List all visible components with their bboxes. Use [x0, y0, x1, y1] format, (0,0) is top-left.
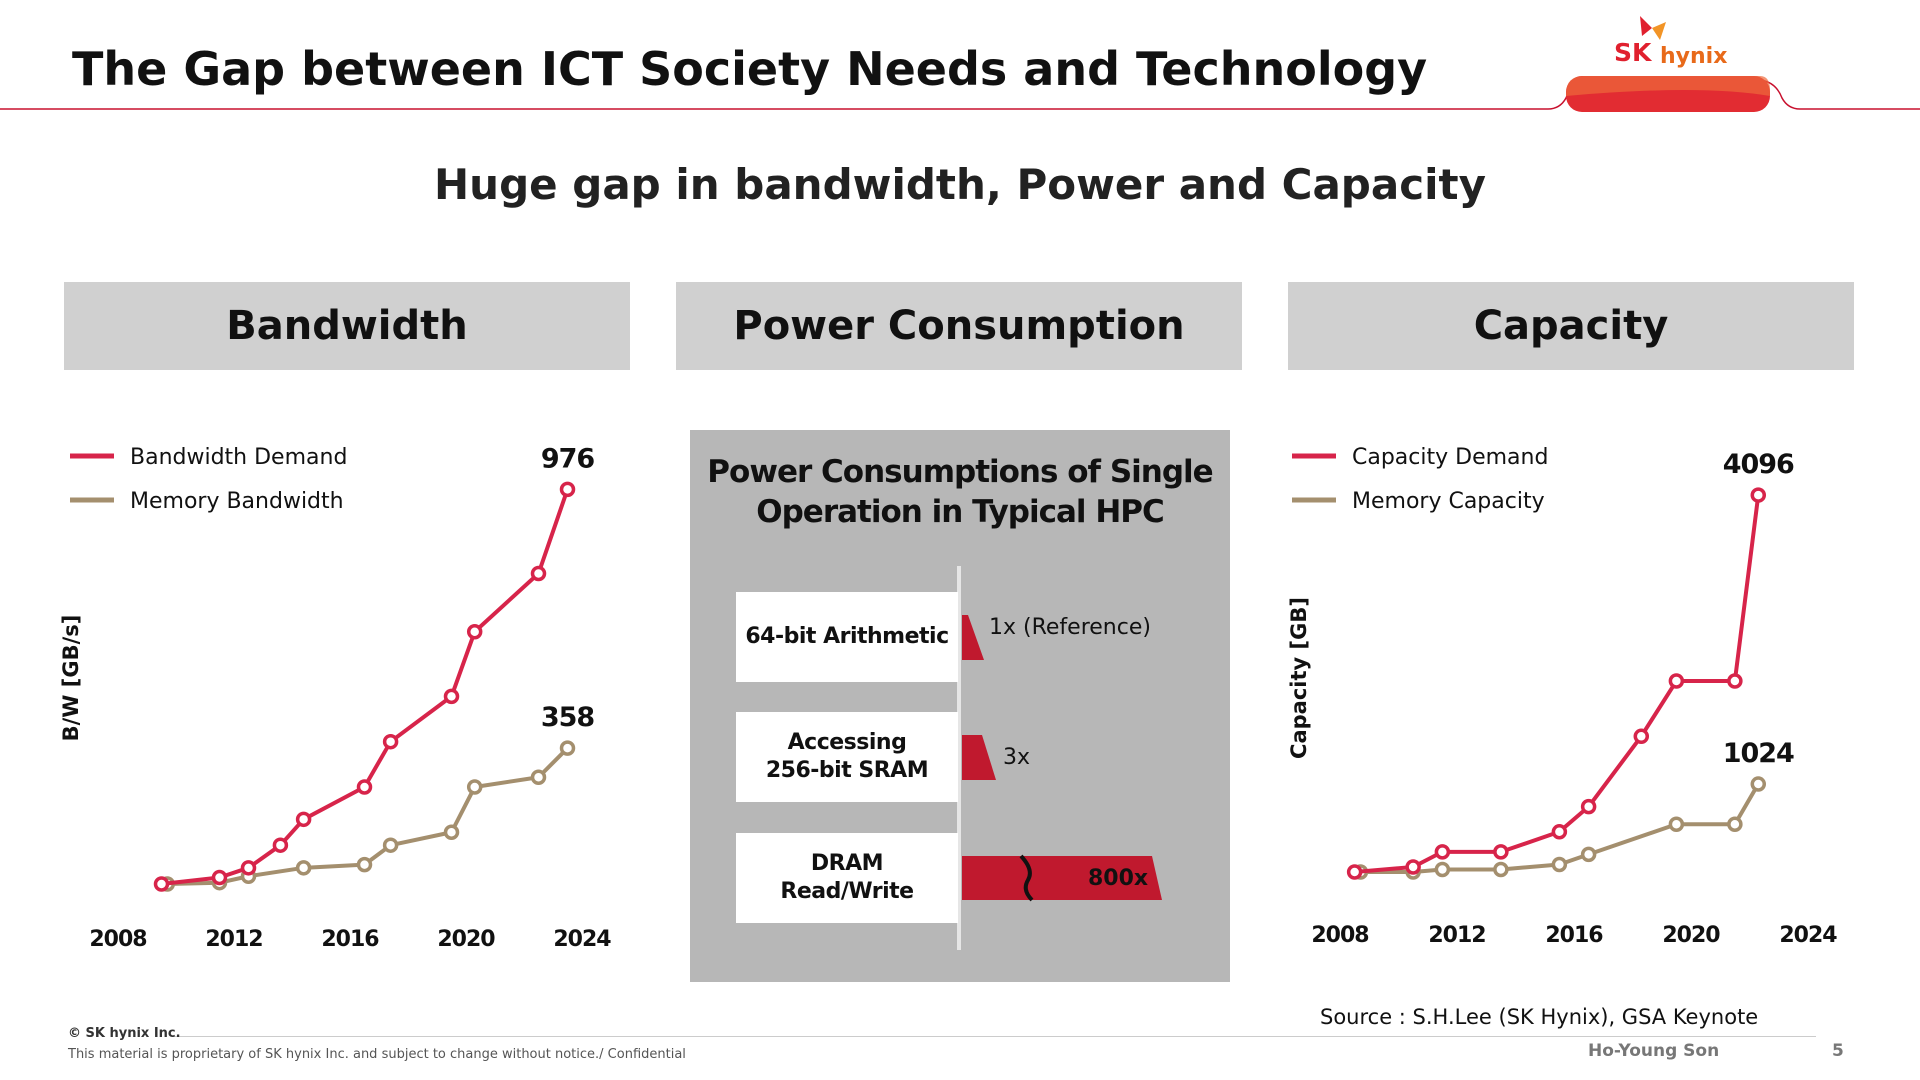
data-point: [382, 733, 399, 750]
y-axis-label: Capacity [GB]: [1287, 597, 1311, 759]
page-number: 5: [1832, 1041, 1844, 1061]
data-point: [1727, 816, 1743, 833]
data-point: [443, 688, 460, 705]
x-tick-label: 2008: [1311, 923, 1368, 948]
data-point: [559, 481, 576, 498]
x-tick-label: 2008: [89, 927, 146, 952]
data-point: [1551, 824, 1568, 840]
power-bar-dram: [962, 856, 1162, 900]
op-box-arithmetic: 64-bit Arithmetic: [736, 592, 958, 682]
data-point: [356, 779, 373, 795]
header-rule: [0, 76, 1920, 112]
data-point: [272, 837, 289, 853]
data-point: [1668, 816, 1685, 833]
bandwidth-chart: B/W [GB/s] 2008 2012 2016 2020 2024 Bandwidth …: [59, 443, 612, 952]
data-point: [1750, 487, 1767, 503]
capacity-chart: Capacity [GB] 2008 2012 2016 2020 2024 Capacit…: [1287, 445, 1838, 948]
section-bandwidth: Bandwidth: [64, 282, 630, 370]
op-label: 64-bit Arithmetic: [745, 624, 949, 649]
data-point: [1493, 844, 1509, 860]
ratio-arithmetic: 1x (Reference): [989, 615, 1151, 640]
data-point: [356, 856, 373, 873]
data-point: [1727, 673, 1743, 689]
data-point: [1580, 798, 1597, 815]
end-value-label: 358: [541, 702, 595, 733]
x-tick-label: 2016: [1545, 923, 1603, 948]
x-tick-label: 2012: [1428, 923, 1485, 948]
legend-label: Capacity Demand: [1352, 445, 1548, 470]
series-line: [167, 746, 569, 886]
page-title: The Gap between ICT Society Needs and Te…: [72, 42, 1428, 96]
legend-label: Bandwidth Demand: [130, 445, 347, 470]
op-box-dram: DRAM Read/Write: [736, 833, 958, 923]
logo-sk: SK: [1614, 38, 1652, 67]
footer-copyright: © SK hynix Inc.: [68, 1026, 181, 1041]
data-point: [559, 740, 576, 756]
power-panel-title-line2: Operation in Typical HPC: [756, 494, 1165, 530]
end-value-label: 4096: [1723, 449, 1794, 480]
power-panel-title-line1: Power Consumptions of Single: [707, 454, 1213, 490]
data-point: [1434, 844, 1451, 860]
x-tick-label: 2016: [321, 927, 379, 952]
op-label: 256-bit SRAM: [765, 758, 929, 783]
source-citation: Source : S.H.Lee (SK Hynix), GSA Keynote: [1320, 1005, 1759, 1029]
data-point: [211, 869, 228, 886]
power-panel-title: Power Consumptions of Single Operation i…: [690, 452, 1230, 532]
data-point: [382, 837, 399, 853]
data-point: [443, 824, 460, 840]
data-point: [530, 565, 547, 582]
end-value-label: 1024: [1723, 738, 1794, 769]
data-point: [466, 779, 483, 795]
footer-note: This material is proprietary of SK hynix…: [68, 1047, 686, 1062]
logo-hynix: hynix: [1660, 44, 1728, 69]
data-point: [530, 769, 547, 786]
op-label: Accessing: [787, 730, 907, 755]
y-axis-label: B/W [GB/s]: [59, 615, 83, 742]
x-tick-label: 2012: [205, 927, 262, 952]
x-tick-label: 2020: [1662, 923, 1720, 948]
data-point: [1493, 861, 1509, 878]
data-point: [1633, 728, 1650, 745]
section-capacity: Capacity: [1288, 282, 1854, 370]
data-point: [295, 860, 312, 876]
legend-label: Memory Bandwidth: [130, 489, 344, 514]
data-point: [1551, 856, 1568, 873]
op-label: Read/Write: [780, 879, 914, 904]
footer-rule: [172, 1036, 1816, 1037]
data-point: [1580, 846, 1597, 863]
data-point: [1668, 673, 1685, 689]
data-point: [1434, 861, 1451, 878]
data-point: [295, 811, 312, 828]
data-point: [240, 860, 257, 876]
sk-butterfly-icon: [1640, 16, 1666, 40]
axis-break-mark: [1019, 854, 1034, 902]
data-point: [1750, 776, 1767, 792]
power-bar-sram: [962, 735, 996, 780]
x-tick-label: 2024: [1779, 923, 1837, 948]
slide-subtitle: Huge gap in bandwidth, Power and Capacit…: [434, 160, 1486, 209]
series-line: [1354, 494, 1761, 874]
x-tick-label: 2020: [437, 927, 495, 952]
data-point: [153, 876, 170, 892]
op-label: DRAM: [810, 851, 884, 876]
x-tick-label: 2024: [553, 927, 611, 952]
power-axis-line: [957, 566, 961, 950]
end-value-label: 976: [541, 443, 595, 474]
legend-label: Memory Capacity: [1352, 489, 1545, 514]
data-point: [466, 623, 483, 640]
ratio-sram: 3x: [1003, 745, 1031, 770]
power-bars: [962, 615, 1162, 902]
footer-author: Ho-Young Son: [1588, 1041, 1720, 1061]
data-point: [1405, 859, 1421, 875]
section-power: Power Consumption: [676, 282, 1242, 370]
power-bar-arithmetic: [962, 615, 984, 660]
op-box-sram: Accessing 256-bit SRAM: [736, 712, 958, 802]
data-point: [1346, 864, 1363, 880]
series-line: [161, 488, 570, 886]
ratio-dram: 800x: [1088, 866, 1149, 891]
